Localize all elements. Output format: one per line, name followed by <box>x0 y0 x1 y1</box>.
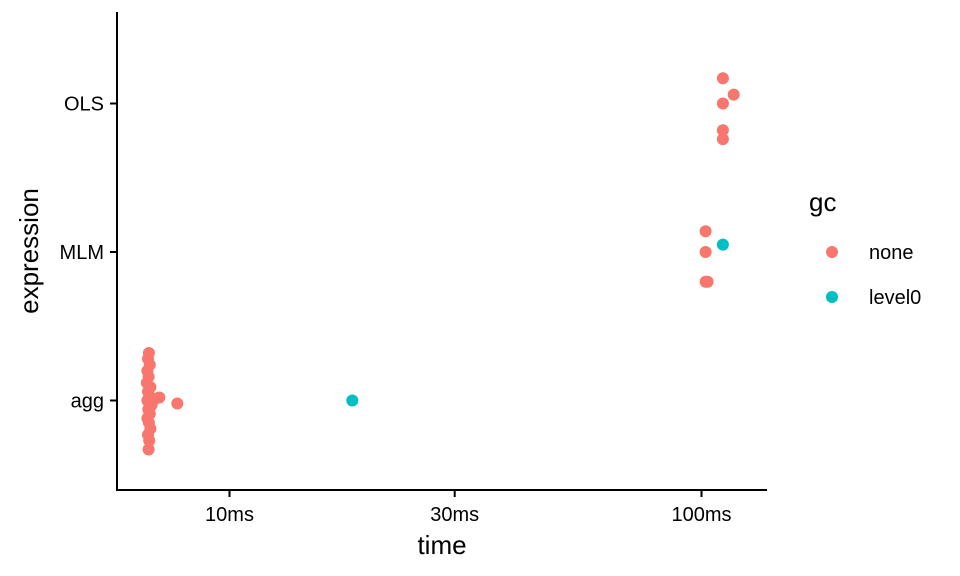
legend-label: none <box>869 242 914 264</box>
axes-layer <box>116 12 767 491</box>
data-point-none <box>716 97 729 110</box>
data-points <box>140 72 740 456</box>
data-point-level0 <box>346 394 359 407</box>
data-point-none <box>727 88 740 101</box>
legend: gc none level0 <box>809 187 921 309</box>
y-axis-title: expression <box>14 188 44 314</box>
y-tick-label: MLM <box>60 242 104 264</box>
y-tick-label: OLS <box>64 94 104 116</box>
data-point-none <box>701 275 714 288</box>
data-point-none <box>171 397 184 410</box>
legend-title: gc <box>809 187 836 217</box>
data-point-none <box>716 72 729 85</box>
legend-key-level0 <box>826 291 838 303</box>
data-point-none <box>716 124 729 137</box>
x-axis-title: time <box>417 530 466 560</box>
data-point-none <box>699 225 712 238</box>
legend-entries: none level0 <box>826 242 921 309</box>
data-point-none <box>143 434 156 447</box>
data-point-none <box>716 133 729 146</box>
y-axis-ticks: agg MLM OLS <box>60 94 117 413</box>
x-tick-label: 100ms <box>671 504 731 526</box>
y-tick-label: agg <box>71 391 104 413</box>
data-point-level0 <box>716 238 729 251</box>
data-point-none <box>699 246 712 258</box>
x-tick-label: 10ms <box>205 504 254 526</box>
legend-label: level0 <box>869 287 921 309</box>
x-axis-ticks: 10ms 30ms 100ms <box>205 490 732 526</box>
data-point-none <box>142 443 155 456</box>
x-tick-label: 30ms <box>430 504 479 526</box>
legend-key-none <box>826 246 838 258</box>
